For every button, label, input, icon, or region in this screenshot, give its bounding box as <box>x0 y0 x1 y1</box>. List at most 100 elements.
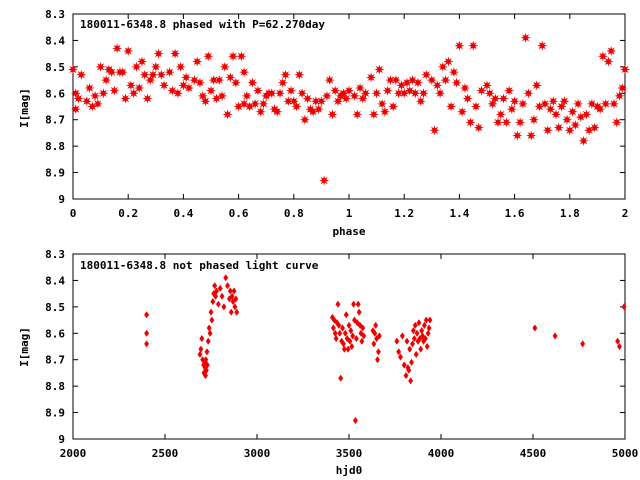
data-point <box>487 98 498 109</box>
data-point <box>371 340 377 348</box>
data-point <box>423 316 429 324</box>
data-point <box>561 114 573 125</box>
data-point <box>342 329 348 337</box>
data-point <box>385 75 396 86</box>
data-point <box>98 88 109 99</box>
y-tick-label: 8.5 <box>45 301 65 314</box>
data-point <box>212 282 218 290</box>
unphased-y-axis-label: I[mag] <box>18 327 31 367</box>
data-point <box>350 332 356 340</box>
data-point <box>241 90 252 101</box>
data-point <box>396 80 407 91</box>
data-point <box>619 64 631 75</box>
x-tick-label: 0.4 <box>173 207 193 220</box>
data-point <box>223 274 229 282</box>
data-point <box>214 75 225 86</box>
data-point <box>175 61 186 72</box>
data-point <box>600 98 611 109</box>
data-point <box>534 101 545 112</box>
x-tick-label: 3000 <box>244 447 271 460</box>
data-point <box>345 345 351 353</box>
data-point <box>410 88 421 99</box>
data-point <box>214 287 220 295</box>
data-point <box>291 101 302 112</box>
data-point <box>468 40 479 51</box>
data-point <box>361 332 367 340</box>
data-point <box>280 69 291 80</box>
data-point <box>285 85 297 96</box>
data-point <box>202 371 208 380</box>
data-point <box>353 334 359 343</box>
data-point <box>597 51 608 62</box>
data-point <box>404 85 415 96</box>
data-point <box>421 321 427 329</box>
data-point <box>409 358 415 366</box>
data-point <box>302 93 313 104</box>
data-point <box>219 292 225 300</box>
data-point <box>84 82 95 94</box>
data-point <box>145 75 156 86</box>
data-point <box>230 77 241 88</box>
data-point <box>581 109 592 120</box>
data-point <box>139 69 150 80</box>
data-point <box>198 345 204 353</box>
y-tick-label: 8.4 <box>45 274 65 287</box>
data-point <box>418 345 424 353</box>
data-point <box>573 98 584 109</box>
y-tick-label: 9 <box>58 433 65 446</box>
data-point <box>401 361 407 369</box>
data-point <box>451 77 462 88</box>
data-point <box>239 67 250 78</box>
data-point <box>611 117 622 128</box>
data-point <box>407 75 418 86</box>
data-point <box>416 319 422 327</box>
data-point <box>418 88 429 99</box>
phased-x-ticks: 0 0.2 0.4 0.6 0.8 1 1.2 1.4 1.6 1.8 2 <box>70 14 628 220</box>
data-point <box>376 332 382 340</box>
data-point <box>614 90 625 101</box>
data-point <box>476 85 487 96</box>
data-point <box>360 324 366 332</box>
data-point <box>595 104 606 115</box>
data-point <box>244 101 255 112</box>
data-point <box>225 72 236 83</box>
data-point <box>606 45 617 57</box>
data-point <box>288 96 299 107</box>
data-point <box>338 374 344 382</box>
data-point <box>440 75 451 86</box>
data-point <box>234 308 240 316</box>
data-point <box>117 67 128 78</box>
data-point <box>128 88 139 99</box>
data-point <box>356 308 362 316</box>
data-point <box>396 348 402 356</box>
data-point <box>559 96 570 107</box>
data-point <box>374 64 385 75</box>
data-point <box>197 90 208 101</box>
data-point <box>372 329 378 337</box>
data-point <box>457 106 468 117</box>
data-point <box>106 67 117 78</box>
data-point <box>415 96 426 107</box>
x-tick-label: 1.8 <box>560 207 580 220</box>
data-point <box>348 327 354 335</box>
data-point <box>575 112 586 123</box>
data-point <box>446 101 457 112</box>
data-point <box>437 61 448 72</box>
x-tick-label: 2500 <box>152 447 179 460</box>
data-point <box>470 101 481 112</box>
data-point <box>517 98 528 109</box>
data-point <box>570 119 581 131</box>
data-point <box>413 350 419 359</box>
data-point <box>501 117 512 128</box>
data-point <box>359 337 365 345</box>
data-point <box>90 90 101 101</box>
data-point <box>73 93 84 104</box>
data-point <box>236 51 247 62</box>
data-point <box>120 93 131 104</box>
data-point <box>523 88 534 99</box>
data-point <box>252 85 263 96</box>
data-point <box>92 98 103 109</box>
data-point <box>101 75 112 86</box>
data-point <box>247 77 258 88</box>
x-tick-label: 1.2 <box>394 207 414 220</box>
